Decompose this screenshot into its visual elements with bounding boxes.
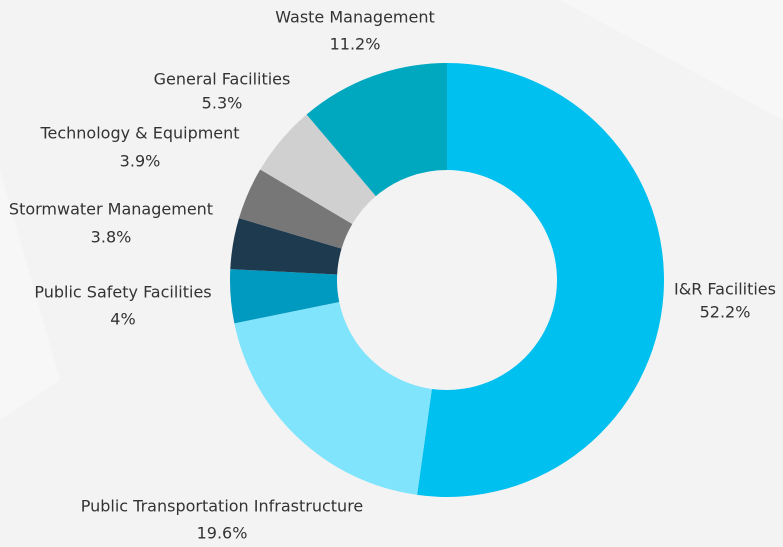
donut-segment <box>230 218 342 275</box>
value-label: 52.2% <box>700 303 751 322</box>
segment-label: Stormwater Management <box>9 200 213 219</box>
value-label: 19.6% <box>197 524 248 543</box>
segment-label: I&R Facilities <box>674 280 776 299</box>
segment-label: Technology & Equipment <box>39 124 239 143</box>
segment-label: General Facilities <box>154 70 291 89</box>
segment-label: Public Transportation Infrastructure <box>81 497 364 516</box>
donut-segment <box>306 62 447 197</box>
value-label: 3.8% <box>91 228 132 247</box>
donut-segment <box>230 269 340 324</box>
donut-segment <box>239 169 353 249</box>
background-shape <box>560 0 783 120</box>
donut-segment <box>234 301 432 495</box>
value-label: 5.3% <box>202 94 243 113</box>
value-label: 11.2% <box>330 35 381 54</box>
donut-segment <box>417 63 665 497</box>
donut-segment <box>260 114 376 225</box>
segment-label: Waste Management <box>275 8 435 27</box>
value-label: 3.9% <box>120 152 161 171</box>
segment-label: Public Safety Facilities <box>34 283 211 302</box>
value-label: 4% <box>110 310 135 329</box>
background-shape <box>0 170 60 420</box>
